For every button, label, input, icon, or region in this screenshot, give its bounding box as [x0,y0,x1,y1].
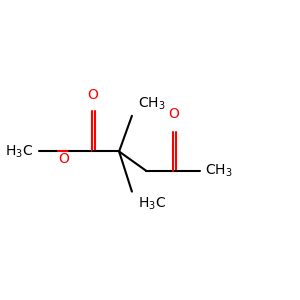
Text: O: O [169,107,179,121]
Text: O: O [58,152,69,166]
Text: CH$_3$: CH$_3$ [205,163,233,179]
Text: CH$_3$: CH$_3$ [138,96,165,112]
Text: O: O [88,88,99,102]
Text: H$_3$C: H$_3$C [138,195,166,212]
Text: H$_3$C: H$_3$C [5,143,33,160]
